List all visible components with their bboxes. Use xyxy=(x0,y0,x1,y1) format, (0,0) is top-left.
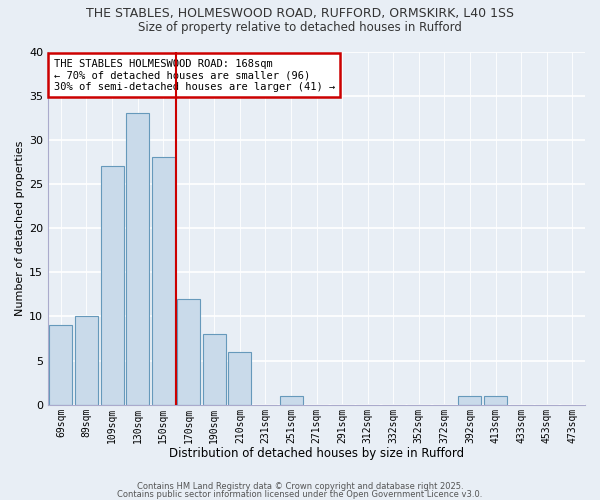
Text: Contains public sector information licensed under the Open Government Licence v3: Contains public sector information licen… xyxy=(118,490,482,499)
Bar xyxy=(203,334,226,405)
Bar xyxy=(177,299,200,405)
Bar xyxy=(101,166,124,405)
Bar xyxy=(229,352,251,405)
Bar xyxy=(126,114,149,405)
Text: THE STABLES, HOLMESWOOD ROAD, RUFFORD, ORMSKIRK, L40 1SS: THE STABLES, HOLMESWOOD ROAD, RUFFORD, O… xyxy=(86,8,514,20)
Bar xyxy=(152,158,175,405)
Y-axis label: Number of detached properties: Number of detached properties xyxy=(15,140,25,316)
Bar xyxy=(75,316,98,405)
Bar xyxy=(49,326,73,405)
Bar xyxy=(458,396,481,405)
Text: THE STABLES HOLMESWOOD ROAD: 168sqm
← 70% of detached houses are smaller (96)
30: THE STABLES HOLMESWOOD ROAD: 168sqm ← 70… xyxy=(53,58,335,92)
Text: Contains HM Land Registry data © Crown copyright and database right 2025.: Contains HM Land Registry data © Crown c… xyxy=(137,482,463,491)
Bar xyxy=(484,396,507,405)
X-axis label: Distribution of detached houses by size in Rufford: Distribution of detached houses by size … xyxy=(169,447,464,460)
Text: Size of property relative to detached houses in Rufford: Size of property relative to detached ho… xyxy=(138,21,462,34)
Bar xyxy=(280,396,302,405)
